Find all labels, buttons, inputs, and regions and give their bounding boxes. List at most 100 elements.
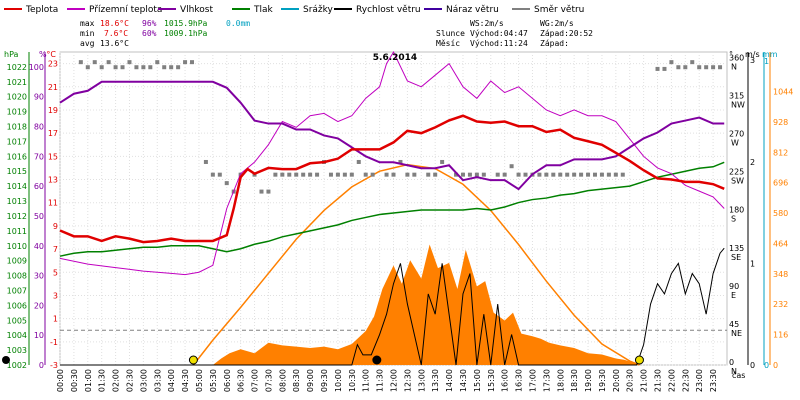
stat-max-rain: 0.0mm <box>226 19 250 28</box>
wm2-tick: 696 <box>773 179 788 188</box>
hpa-tick: 1006 <box>7 301 27 310</box>
direction-compass: SE <box>731 253 741 262</box>
wind-direction-point <box>363 172 368 177</box>
x-tick-label: 14:00 <box>445 369 454 392</box>
legend-label: Rychlost větru <box>356 5 421 15</box>
x-tick-label: 15:00 <box>473 369 482 392</box>
hpa-tick: 1010 <box>7 242 27 251</box>
wind-direction-point <box>613 172 618 177</box>
wind-direction-point <box>85 65 90 70</box>
wind-direction-point <box>162 65 167 70</box>
x-tick-label: 06:00 <box>223 369 232 392</box>
wind-direction-point <box>92 60 97 65</box>
hpa-tick: 1015 <box>7 167 27 176</box>
hpa-tick: 1004 <box>7 331 27 340</box>
x-tick-label: 02:30 <box>125 369 134 392</box>
moonrise-marker <box>372 355 382 365</box>
wind-direction-point <box>537 172 542 177</box>
hpa-tick: 1022 <box>7 63 27 72</box>
wind-direction-point <box>676 65 681 70</box>
x-tick-label: 21:30 <box>654 369 663 392</box>
x-tick-label: 09:00 <box>306 369 315 392</box>
moon-set: Západ: <box>540 39 569 48</box>
x-tick-label: 01:00 <box>84 369 93 392</box>
percent-tick: 70 <box>34 152 44 161</box>
pressure-line <box>59 161 725 257</box>
wm2-tick: 928 <box>773 118 788 127</box>
direction-compass: E <box>731 291 736 300</box>
x-tick-label: 05:30 <box>209 369 218 392</box>
stat-min-label: min <box>80 29 95 38</box>
wind-direction-point <box>551 172 556 177</box>
x-tick-label: 10:00 <box>334 369 343 392</box>
wind-direction-point <box>113 65 118 70</box>
celsius-tick: 3 <box>53 291 58 300</box>
x-tick-label: 21:00 <box>640 369 649 392</box>
celsius-tick: -3 <box>50 361 58 370</box>
x-tick-label: 14:30 <box>459 369 468 392</box>
x-tick-label: 17:00 <box>528 369 537 392</box>
wind-direction-point <box>294 172 299 177</box>
ms-tick: 3 <box>750 56 755 65</box>
sun-label: Slunce <box>436 29 465 38</box>
wind-direction-point <box>398 159 403 164</box>
wind-direction-point <box>474 172 479 177</box>
x-tick-label: 18:00 <box>556 369 565 392</box>
x-tick-label: 08:30 <box>292 369 301 392</box>
wind-direction-point <box>481 172 486 177</box>
ms-unit: m/s <box>745 50 760 59</box>
hpa-unit: hPa <box>4 50 19 59</box>
x-tick-label: 08:00 <box>278 369 287 392</box>
percent-unit: % <box>39 50 47 59</box>
wind-direction-point <box>606 172 611 177</box>
wm2-tick: 348 <box>773 270 788 279</box>
direction-tick: 225 <box>729 168 744 177</box>
x-tick-label: 20:30 <box>626 369 635 392</box>
wind-direction-point <box>690 60 695 65</box>
celsius-tick: 23 <box>48 60 58 69</box>
wm2-tick: 232 <box>773 300 788 309</box>
direction-compass: N <box>731 367 737 376</box>
legend-label: Tlak <box>253 5 274 15</box>
hpa-tick: 1009 <box>7 257 27 266</box>
wm2-tick: 0 <box>773 361 778 370</box>
baseline-marker <box>2 356 10 364</box>
wind-direction-point <box>335 172 340 177</box>
wind-direction-point <box>592 172 597 177</box>
sun-rise: Východ:04:47 <box>470 29 528 38</box>
wind-direction-point <box>315 172 320 177</box>
wind-direction-point <box>718 65 723 70</box>
celsius-tick: 15 <box>48 152 58 161</box>
hpa-tick: 1018 <box>7 123 27 132</box>
percent-tick: 40 <box>34 242 44 251</box>
x-tick-label: 11:00 <box>362 369 371 392</box>
wind-direction-point <box>697 65 702 70</box>
direction-compass: W <box>731 139 739 148</box>
x-tick-label: 22:30 <box>681 369 690 392</box>
x-tick-label: 15:30 <box>487 369 496 392</box>
temperature-line <box>59 114 725 244</box>
wind-direction-point <box>134 65 139 70</box>
celsius-tick: 19 <box>48 106 58 115</box>
x-tick-label: 03:00 <box>139 369 148 392</box>
wind-direction-point <box>579 172 584 177</box>
wind-direction-point <box>127 60 132 65</box>
percent-tick: 30 <box>34 272 44 281</box>
wind-direction-point <box>342 172 347 177</box>
x-tick-label: 16:30 <box>515 369 524 392</box>
ms-tick: 1 <box>750 259 755 268</box>
wind-direction-point <box>572 172 577 177</box>
wind-direction-point <box>502 172 507 177</box>
celsius-tick: 11 <box>48 199 58 208</box>
stat-min-hum: 60% <box>142 29 157 38</box>
wind-direction-point <box>460 172 465 177</box>
wind-ws: WS:2m/s <box>470 19 504 28</box>
hpa-tick: 1007 <box>7 286 27 295</box>
x-tick-label: 00:30 <box>70 369 79 392</box>
wind-direction-point <box>433 172 438 177</box>
wind-direction-point <box>169 65 174 70</box>
series-layer <box>2 50 725 366</box>
axes: hPa1002100310041005100610071008100910101… <box>4 50 793 392</box>
hpa-tick: 1011 <box>7 227 27 236</box>
x-tick-label: 23:30 <box>709 369 718 392</box>
